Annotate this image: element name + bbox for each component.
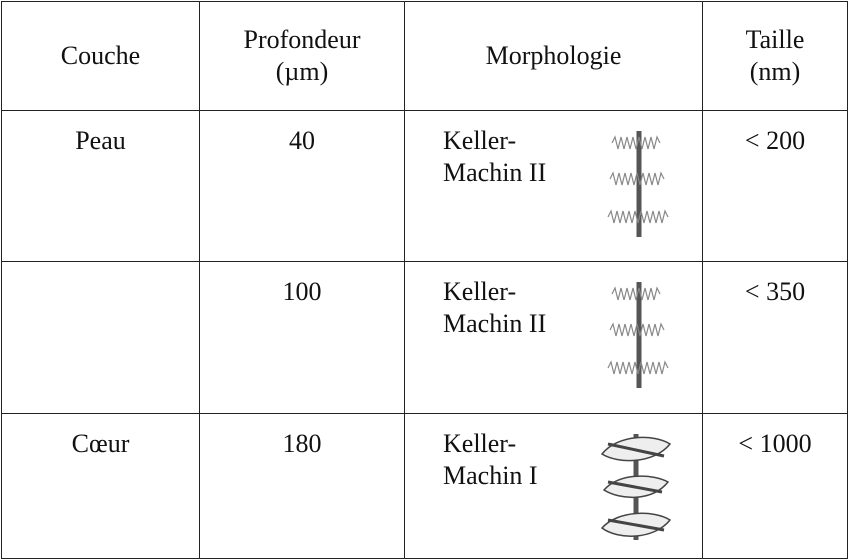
cell: Keller- Machin I [404,413,703,559]
cell: 40 [199,110,405,262]
header-cell: Taille (nm) [702,1,848,111]
morphology-label: Keller- Machin II [443,277,547,338]
cell: Peau [1,110,200,262]
row: 100 Keller- Machin II < 350 [1,261,848,414]
cell: Keller- Machin II [404,110,703,262]
shish-kebab-icon [607,131,669,237]
row: Cœur 180 Keller- Machin I < 1000 [1,413,848,559]
shish-kebab-icon [607,282,669,388]
header-cell: Profondeur (µm) [199,1,405,111]
header-cell: Couche [1,1,200,111]
header-row: Couche Profondeur (µm) Morphologie Taill… [1,1,848,111]
cell: < 1000 [702,413,848,559]
morphology-label: Keller- Machin I [443,429,538,490]
cell: < 200 [702,110,848,262]
cell: < 350 [702,261,848,414]
cell: 180 [199,413,405,559]
morphology-label: Keller- Machin II [443,126,547,187]
cell: Cœur [1,413,200,559]
row: Peau 40 Keller- Machin II < 200 [1,110,848,262]
header-cell: Morphologie [404,1,703,111]
cell: Keller- Machin II [404,261,703,414]
cell [1,261,200,414]
cell: 100 [199,261,405,414]
shish-kebab-icon [600,434,672,540]
